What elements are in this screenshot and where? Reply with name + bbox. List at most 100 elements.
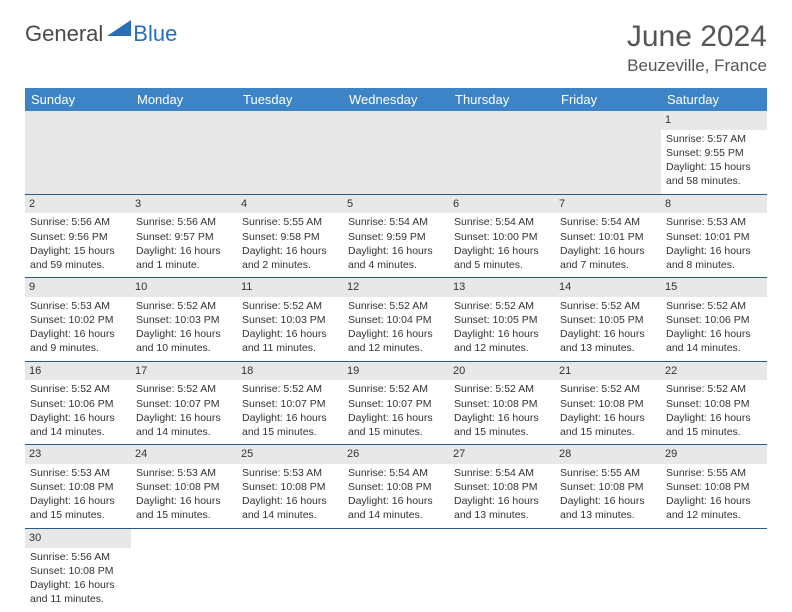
day-details: Sunrise: 5:52 AMSunset: 10:08 PMDaylight… [560,382,656,439]
sunset-text: Sunset: 9:56 PM [30,230,126,244]
calendar-cell: 2Sunrise: 5:56 AMSunset: 9:56 PMDaylight… [25,194,131,278]
sunrise-text: Sunrise: 5:53 AM [242,466,338,480]
calendar-cell: 27Sunrise: 5:54 AMSunset: 10:08 PMDaylig… [449,445,555,529]
sunrise-text: Sunrise: 5:57 AM [666,132,762,146]
calendar-cell: 10Sunrise: 5:52 AMSunset: 10:03 PMDaylig… [131,278,237,362]
day-details: Sunrise: 5:56 AMSunset: 9:56 PMDaylight:… [30,215,126,272]
sunset-text: Sunset: 10:05 PM [560,313,656,327]
daylight-text: Daylight: 16 hours and 12 minutes. [454,327,550,355]
sunset-text: Sunset: 10:06 PM [30,397,126,411]
day-number: 23 [25,445,131,464]
calendar-cell: 20Sunrise: 5:52 AMSunset: 10:08 PMDaylig… [449,361,555,445]
daylight-text: Daylight: 16 hours and 1 minute. [136,244,232,272]
sunrise-text: Sunrise: 5:52 AM [454,299,550,313]
daylight-text: Daylight: 16 hours and 15 minutes. [666,411,762,439]
daylight-text: Daylight: 16 hours and 11 minutes. [242,327,338,355]
sunset-text: Sunset: 10:00 PM [454,230,550,244]
day-details: Sunrise: 5:52 AMSunset: 10:07 PMDaylight… [136,382,232,439]
calendar-week-row: 1Sunrise: 5:57 AMSunset: 9:55 PMDaylight… [25,111,767,194]
calendar-cell: 30 Sunrise: 5:56 AMSunset: 10:08 PMDaylig… [25,528,131,611]
day-number: 6 [449,195,555,214]
day-number: 11 [237,278,343,297]
sunrise-text: Sunrise: 5:52 AM [560,299,656,313]
sunset-text: Sunset: 10:04 PM [348,313,444,327]
calendar-cell: 23 Sunrise: 5:53 AMSunset: 10:08 PMDaylig… [25,445,131,529]
sunrise-text: Sunrise: 5:53 AM [136,466,232,480]
sunrise-text: Sunrise: 5:56 AM [30,215,126,229]
sunrise-text: Sunrise: 5:53 AM [666,215,762,229]
day-details: Sunrise: 5:54 AMSunset: 10:08 PMDaylight… [454,466,550,523]
daylight-text: Daylight: 16 hours and 15 minutes. [30,494,126,522]
calendar-cell: 6Sunrise: 5:54 AMSunset: 10:00 PMDayligh… [449,194,555,278]
daylight-text: Daylight: 16 hours and 14 minutes. [136,411,232,439]
day-number: 24 [131,445,237,464]
sunset-text: Sunset: 10:08 PM [454,480,550,494]
sunset-text: Sunset: 9:58 PM [242,230,338,244]
day-number: 1 [661,111,767,130]
day-details: Sunrise: 5:55 AMSunset: 9:58 PMDaylight:… [242,215,338,272]
sunrise-text: Sunrise: 5:52 AM [666,299,762,313]
day-details: Sunrise: 5:52 AMSunset: 10:07 PMDaylight… [242,382,338,439]
sunset-text: Sunset: 10:07 PM [242,397,338,411]
daylight-text: Daylight: 16 hours and 15 minutes. [242,411,338,439]
calendar-cell [449,111,555,194]
sunset-text: Sunset: 10:08 PM [560,480,656,494]
sunrise-text: Sunrise: 5:52 AM [242,382,338,396]
calendar-cell [131,111,237,194]
calendar-cell [661,528,767,611]
daylight-text: Daylight: 15 hours and 58 minutes. [666,160,762,188]
day-details: Sunrise: 5:52 AMSunset: 10:04 PMDaylight… [348,299,444,356]
sunrise-text: Sunrise: 5:56 AM [30,550,126,564]
day-number: 20 [449,362,555,381]
calendar-cell: 22Sunrise: 5:52 AMSunset: 10:08 PMDaylig… [661,361,767,445]
sunrise-text: Sunrise: 5:52 AM [348,299,444,313]
daylight-text: Daylight: 16 hours and 14 minutes. [666,327,762,355]
daylight-text: Daylight: 16 hours and 11 minutes. [30,578,126,606]
weekday-header: Monday [131,88,237,111]
logo-text-blue: Blue [133,21,177,47]
calendar-cell [237,111,343,194]
day-number: 30 [25,529,131,548]
daylight-text: Daylight: 16 hours and 5 minutes. [454,244,550,272]
sunset-text: Sunset: 10:08 PM [348,480,444,494]
weekday-header: Friday [555,88,661,111]
day-number: 17 [131,362,237,381]
sunrise-text: Sunrise: 5:52 AM [666,382,762,396]
calendar-cell [131,528,237,611]
calendar-cell: 29Sunrise: 5:55 AMSunset: 10:08 PMDaylig… [661,445,767,529]
calendar-cell: 17Sunrise: 5:52 AMSunset: 10:07 PMDaylig… [131,361,237,445]
weekday-header: Saturday [661,88,767,111]
day-number: 22 [661,362,767,381]
day-details: Sunrise: 5:52 AMSunset: 10:06 PMDaylight… [666,299,762,356]
sunrise-text: Sunrise: 5:52 AM [30,382,126,396]
day-number: 3 [131,195,237,214]
calendar-cell [343,528,449,611]
calendar-cell: 26Sunrise: 5:54 AMSunset: 10:08 PMDaylig… [343,445,449,529]
daylight-text: Daylight: 16 hours and 15 minutes. [136,494,232,522]
sunset-text: Sunset: 10:08 PM [30,480,126,494]
weekday-header: Tuesday [237,88,343,111]
calendar-cell: 21Sunrise: 5:52 AMSunset: 10:08 PMDaylig… [555,361,661,445]
logo: General Blue [25,20,177,47]
sunrise-text: Sunrise: 5:52 AM [560,382,656,396]
day-details: Sunrise: 5:52 AMSunset: 10:07 PMDaylight… [348,382,444,439]
day-details: Sunrise: 5:56 AMSunset: 9:57 PMDaylight:… [136,215,232,272]
day-details: Sunrise: 5:53 AMSunset: 10:02 PMDaylight… [30,299,126,356]
sunrise-text: Sunrise: 5:54 AM [454,466,550,480]
sunrise-text: Sunrise: 5:55 AM [242,215,338,229]
day-details: Sunrise: 5:56 AMSunset: 10:08 PMDaylight… [30,550,126,607]
sunset-text: Sunset: 10:08 PM [666,480,762,494]
day-number: 9 [25,278,131,297]
calendar-cell: 1Sunrise: 5:57 AMSunset: 9:55 PMDaylight… [661,111,767,194]
daylight-text: Daylight: 16 hours and 10 minutes. [136,327,232,355]
day-details: Sunrise: 5:54 AMSunset: 10:00 PMDaylight… [454,215,550,272]
calendar-cell: 24Sunrise: 5:53 AMSunset: 10:08 PMDaylig… [131,445,237,529]
sunset-text: Sunset: 10:07 PM [348,397,444,411]
day-details: Sunrise: 5:52 AMSunset: 10:03 PMDaylight… [242,299,338,356]
sunrise-text: Sunrise: 5:53 AM [30,466,126,480]
logo-triangle-icon [107,20,131,41]
day-number: 28 [555,445,661,464]
calendar-cell [25,111,131,194]
day-details: Sunrise: 5:52 AMSunset: 10:08 PMDaylight… [454,382,550,439]
daylight-text: Daylight: 16 hours and 13 minutes. [560,494,656,522]
